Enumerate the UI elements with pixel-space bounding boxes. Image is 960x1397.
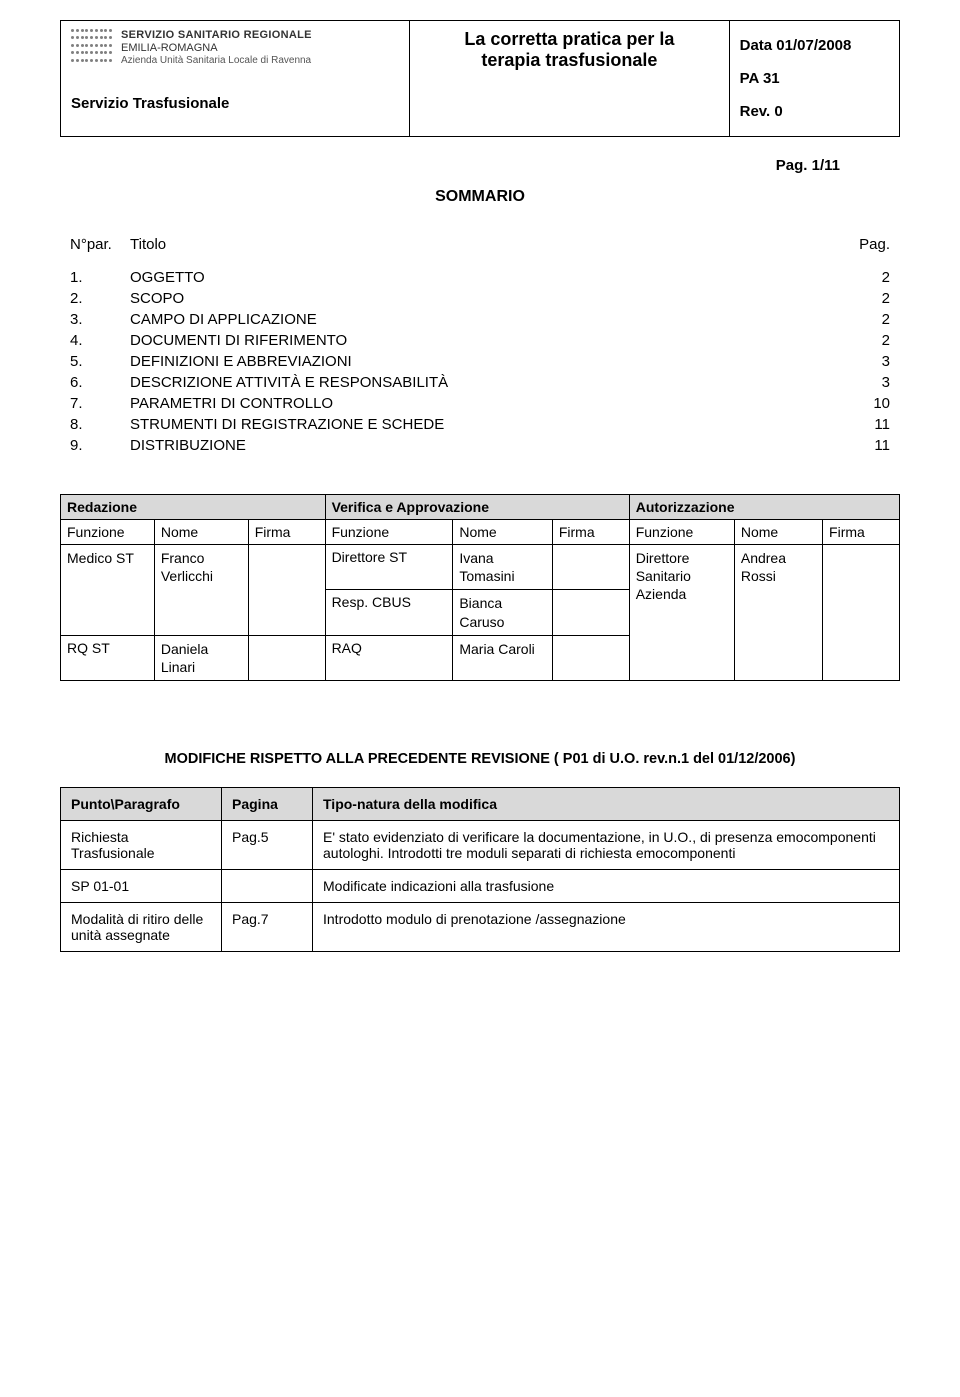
logo-line2: EMILIA-ROMAGNA [121,42,312,55]
toc-row: 8.STRUMENTI DI REGISTRAZIONE E SCHEDE11 [70,416,890,433]
approval-row: Medico ST Franco Verlicchi Direttore ST … [61,545,900,590]
mods-cell-punto: SP 01-01 [61,870,222,903]
logo-dots-icon [71,29,113,65]
mods-cell-tipo: E' stato evidenziato di verificare la do… [313,821,900,870]
toc-row-num: 4. [70,332,130,349]
toc-row: 6.DESCRIZIONE ATTIVITÀ E RESPONSABILITÀ3 [70,374,890,391]
header-title-cell: La corretta pratica per la terapia trasf… [410,21,729,137]
sommario-title: SOMMARIO [60,188,900,206]
mods-cell-punto: Richiesta Trasfusionale [61,821,222,870]
service-label: Servizio Trasfusionale [71,95,399,112]
approval-table: Redazione Verifica e Approvazione Autori… [60,494,900,681]
toc-row: 4.DOCUMENTI DI RIFERIMENTO2 [70,332,890,349]
toc-row: 7.PARAMETRI DI CONTROLLO10 [70,395,890,412]
toc-row-num: 9. [70,437,130,454]
logo-line1: SERVIZIO SANITARIO REGIONALE [121,29,312,42]
toc-row-num: 1. [70,269,130,286]
approval-col-header: Funzione Nome Firma Funzione Nome Firma … [61,520,900,545]
toc-row-title: SCOPO [130,290,840,307]
mods-row: SP 01-01 Modificate indicazioni alla tras… [61,870,900,903]
toc-row-page: 2 [840,332,890,349]
mods-header-2: Pagina [222,788,313,821]
modifications-title: MODIFICHE RISPETTO ALLA PRECEDENTE REVIS… [60,751,900,767]
toc-row-title: OGGETTO [130,269,840,286]
toc-row-num: 3. [70,311,130,328]
toc-row-title: STRUMENTI DI REGISTRAZIONE E SCHEDE [130,416,840,433]
rev-label: Rev. 0 [740,95,889,128]
toc-row-title: DOCUMENTI DI RIFERIMENTO [130,332,840,349]
toc-row-page: 3 [840,374,890,391]
logo-text: SERVIZIO SANITARIO REGIONALE EMILIA-ROMA… [121,29,312,67]
modifications-table: Punto\Paragrafo Pagina Tipo-natura della… [60,787,900,952]
toc-row-num: 2. [70,290,130,307]
toc-row: 5.DEFINIZIONI E ABBREVIAZIONI3 [70,353,890,370]
toc-row-page: 3 [840,353,890,370]
toc-row: 9.DISTRIBUZIONE11 [70,437,890,454]
toc-header: N°par. Titolo Pag. [70,236,890,253]
group-verifica: Verifica e Approvazione [325,495,629,520]
toc-row-title: DISTRIBUZIONE [130,437,840,454]
toc-row-num: 7. [70,395,130,412]
document-header: SERVIZIO SANITARIO REGIONALE EMILIA-ROMA… [60,20,900,137]
page-number: Pag. 1/11 [60,157,900,174]
toc-row-num: 5. [70,353,130,370]
toc: N°par. Titolo Pag. 1.OGGETTO22.SCOPO23.C… [70,236,890,454]
pa-label: PA 31 [740,62,889,95]
toc-row-title: DEFINIZIONI E ABBREVIAZIONI [130,353,840,370]
mods-header-3: Tipo-natura della modifica [313,788,900,821]
toc-row: 1.OGGETTO2 [70,269,890,286]
toc-row-num: 8. [70,416,130,433]
mods-row: Modalità di ritiro delle unità assegnate… [61,903,900,952]
toc-row-page: 11 [840,416,890,433]
doc-title-line1: La corretta pratica per la [420,29,718,50]
date-label: Data 01/07/2008 [740,29,889,62]
group-redazione: Redazione [61,495,326,520]
toc-row-page: 2 [840,269,890,286]
mods-cell-tipo: Introdotto modulo di prenotazione /asseg… [313,903,900,952]
toc-pag-label: Pag. [840,236,890,253]
doc-title-line2: terapia trasfusionale [420,50,718,71]
mods-cell-tipo: Modificate indicazioni alla trasfusione [313,870,900,903]
mods-header-1: Punto\Paragrafo [61,788,222,821]
mods-cell-punto: Modalità di ritiro delle unità assegnate [61,903,222,952]
toc-row-title: PARAMETRI DI CONTROLLO [130,395,840,412]
toc-row-page: 11 [840,437,890,454]
group-autorizzazione: Autorizzazione [629,495,899,520]
toc-npar-label: N°par. [70,236,130,253]
toc-row: 2.SCOPO2 [70,290,890,307]
header-meta-cell: Data 01/07/2008 PA 31 Rev. 0 [729,21,899,137]
logo-line3: Azienda Unità Sanitaria Locale di Ravenn… [121,55,312,67]
toc-row-num: 6. [70,374,130,391]
toc-row-page: 2 [840,290,890,307]
mods-cell-pagina [222,870,313,903]
toc-row-page: 2 [840,311,890,328]
toc-row-page: 10 [840,395,890,412]
toc-row-title: DESCRIZIONE ATTIVITÀ E RESPONSABILITÀ [130,374,840,391]
mods-row: Richiesta TrasfusionalePag.5E' stato evi… [61,821,900,870]
toc-row: 3.CAMPO DI APPLICAZIONE2 [70,311,890,328]
mods-cell-pagina: Pag.5 [222,821,313,870]
mods-header-row: Punto\Paragrafo Pagina Tipo-natura della… [61,788,900,821]
toc-row-title: CAMPO DI APPLICAZIONE [130,311,840,328]
mods-cell-pagina: Pag.7 [222,903,313,952]
header-left-cell: SERVIZIO SANITARIO REGIONALE EMILIA-ROMA… [61,21,410,137]
approval-group-header: Redazione Verifica e Approvazione Autori… [61,495,900,520]
toc-titolo-label: Titolo [130,236,840,253]
